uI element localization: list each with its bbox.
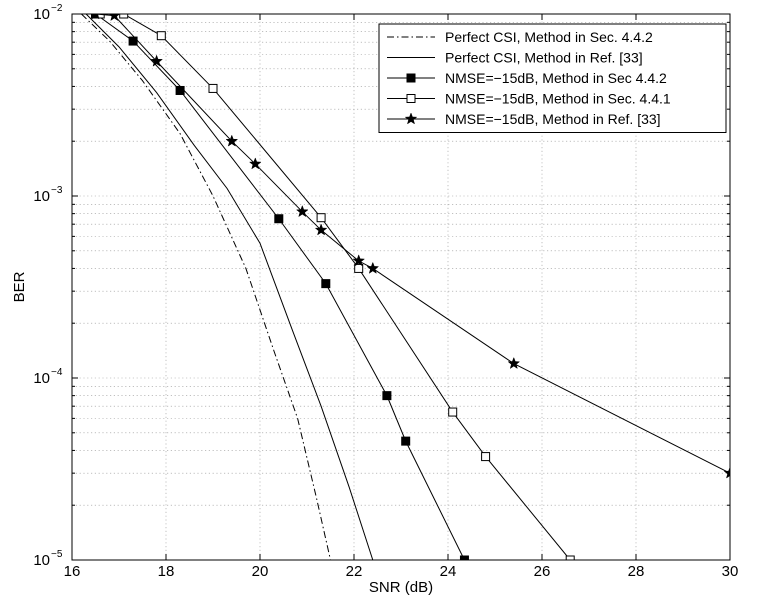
y-tick-exponent: −2 [51,3,63,14]
data-point-filled-square [401,436,411,446]
data-point-open-square [565,555,575,560]
legend-entry: Perfect CSI, Method in Sec. 4.4.2 [387,29,653,45]
legend-entry: Perfect CSI, Method in Ref. [33] [387,50,643,66]
y-tick-label: 10 [33,188,50,205]
x-tick-label: 30 [722,563,739,580]
data-point-open-square [354,263,364,273]
data-point-filled-square [382,391,392,401]
series-line [85,14,374,560]
data-point-star [314,223,328,236]
series-layer [81,14,730,560]
x-tick-label: 28 [628,563,645,580]
x-tick-label: 18 [158,563,175,580]
x-axis-label: SNR (dB) [369,579,433,596]
series-2 [85,14,374,560]
y-tick-exponent: −4 [51,367,63,378]
data-point-open-square [95,14,105,19]
data-point-star [295,204,309,218]
legend-label: NMSE=−15dB, Method in Ref. [33] [445,111,661,127]
data-point-star [91,14,100,20]
y-tick-label: 10 [33,552,50,569]
data-point-star [723,466,730,479]
legend-label: NMSE=−15dB, Method in Sec. 4.4.1 [445,91,671,107]
series-5 [91,14,730,479]
data-point-star [366,261,380,274]
data-point-star [507,356,521,370]
data-point-open-square [481,452,491,462]
ticks [71,13,731,561]
data-point-open-square [406,94,416,103]
data-point-filled-square [406,73,416,83]
series-line [95,14,465,560]
data-point-star [248,157,262,170]
x-tick-label: 24 [440,563,457,580]
legend-label: Perfect CSI, Method in Sec. 4.4.2 [445,29,653,45]
legend-entry: NMSE=−15dB, Method in Ref. [33] [387,111,661,127]
plot-frame [71,13,731,561]
y-tick-label: 10 [33,6,50,23]
y-tick-exponent: −5 [51,549,63,560]
data-point-star [150,54,163,67]
data-point-open-square [119,14,129,19]
legend-box [378,23,727,133]
data-point-star [225,134,239,147]
x-tick-label: 16 [64,563,81,580]
data-point-filled-square [128,36,138,46]
series-1 [81,14,331,560]
data-point-open-square [156,31,166,41]
legend-label: Perfect CSI, Method in Ref. [33] [445,50,643,66]
x-tick-label: 22 [346,563,363,580]
series-4 [95,14,575,560]
legend-entry: NMSE=−15dB, Method in Sec 4.4.2 [387,70,667,86]
legend: Perfect CSI, Method in Sec. 4.4.2 Perfect… [378,23,727,133]
data-point-filled-square [321,279,331,289]
data-point-star [404,112,418,125]
data-point-filled-square [459,555,469,560]
x-tick-label: 26 [534,563,551,580]
series-line [81,14,331,560]
y-tick-label: 10 [33,370,50,387]
data-point-filled-square [274,214,284,224]
x-tick-label: 20 [252,563,269,580]
data-point-star [108,14,121,22]
data-point-open-square [208,83,218,93]
y-tick-exponent: −3 [51,185,63,196]
legend-label: NMSE=−15dB, Method in Sec 4.4.2 [445,70,667,86]
y-axis-label: BER [11,271,28,302]
data-point-open-square [448,407,458,417]
data-point-filled-square [175,85,185,95]
data-point-star [352,254,366,267]
data-point-open-square [316,213,326,223]
legend-entry: NMSE=−15dB, Method in Sec. 4.4.1 [387,91,671,107]
